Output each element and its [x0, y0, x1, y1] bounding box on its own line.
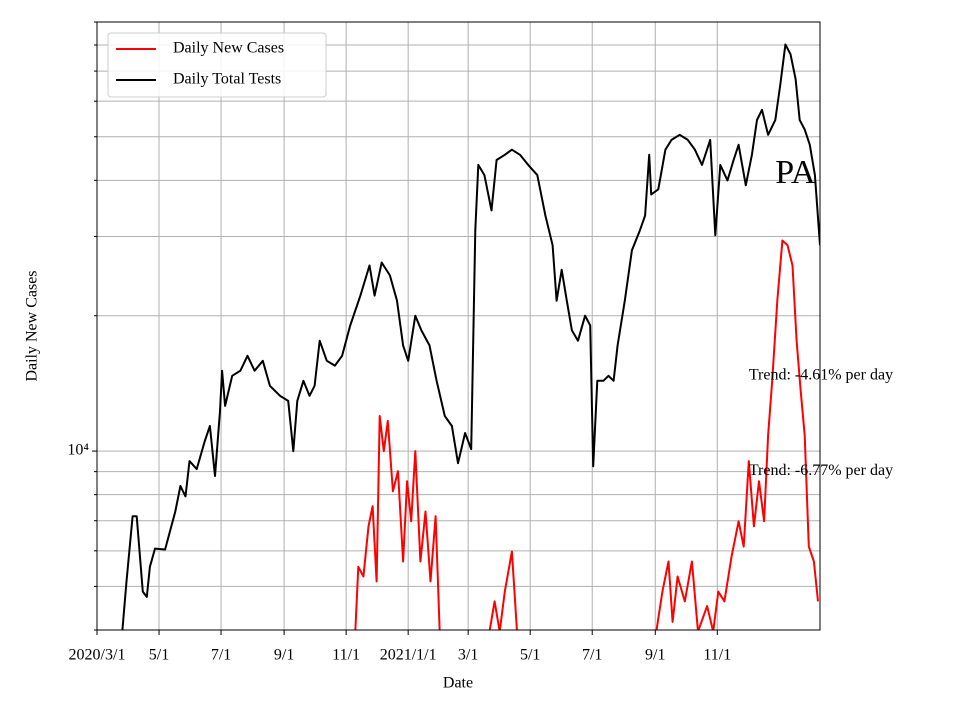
annotation: PA — [775, 154, 816, 191]
series-line — [488, 550, 518, 630]
series-line — [121, 43, 820, 630]
y-tick-label: 10⁴ — [67, 442, 89, 459]
annotation: Trend: -6.77% per day — [749, 462, 893, 479]
legend-label: Daily New Cases — [173, 40, 284, 57]
x-tick-label: 5/1 — [520, 647, 540, 664]
x-tick-label: 9/1 — [645, 647, 665, 664]
x-tick-label: 9/1 — [274, 647, 294, 664]
x-tick-label: 7/1 — [211, 647, 231, 664]
x-tick-label: 2021/1/1 — [380, 647, 437, 664]
labels: 2020/3/1 5/1 7/1 9/1 11/1 2021/1/1 3/1 5/1 7/1 9/… — [67, 21, 893, 664]
plot-lines — [121, 43, 820, 630]
x-tick-label: 11/1 — [703, 647, 731, 664]
x-tick-label: 3/1 — [458, 647, 478, 664]
x-tick-label: 11/1 — [332, 647, 360, 664]
y-axis-label: Daily New Cases — [24, 270, 41, 381]
series-line — [655, 239, 819, 630]
x-axis-label: Date — [443, 675, 473, 692]
legend: Daily New Cases Daily Total Tests — [107, 32, 327, 98]
plot-frame — [96, 21, 821, 631]
legend-frame — [107, 32, 327, 98]
x-tick-label: 5/1 — [149, 647, 169, 664]
series-line — [354, 415, 441, 630]
x-tick-label: 2020/3/1 — [69, 647, 126, 664]
annotation: Trend: -4.61% per day — [749, 367, 893, 384]
x-tick-label: 7/1 — [582, 647, 602, 664]
legend-label: Daily Total Tests — [173, 71, 281, 88]
